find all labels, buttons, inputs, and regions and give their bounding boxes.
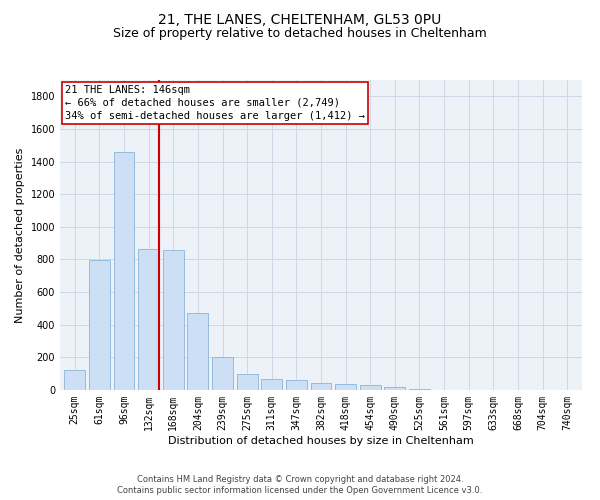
Bar: [261, 380, 282, 390]
Text: 21, THE LANES, CHELTENHAM, GL53 0PU: 21, THE LANES, CHELTENHAM, GL53 0PU: [158, 12, 442, 26]
Text: Contains HM Land Registry data © Crown copyright and database right 2024.: Contains HM Land Registry data © Crown c…: [137, 475, 463, 484]
Text: Size of property relative to detached houses in Cheltenham: Size of property relative to detached ho…: [113, 28, 487, 40]
Bar: [335, 384, 356, 390]
Bar: [64, 370, 85, 390]
Y-axis label: Number of detached properties: Number of detached properties: [15, 148, 25, 322]
Text: Contains public sector information licensed under the Open Government Licence v3: Contains public sector information licen…: [118, 486, 482, 495]
Bar: [212, 358, 233, 390]
Bar: [311, 382, 331, 390]
Bar: [113, 152, 134, 390]
Text: 21 THE LANES: 146sqm
← 66% of detached houses are smaller (2,749)
34% of semi-de: 21 THE LANES: 146sqm ← 66% of detached h…: [65, 84, 365, 121]
Bar: [163, 250, 184, 390]
Bar: [89, 260, 110, 390]
Bar: [187, 314, 208, 390]
Bar: [409, 389, 430, 390]
Bar: [286, 380, 307, 390]
X-axis label: Distribution of detached houses by size in Cheltenham: Distribution of detached houses by size …: [168, 436, 474, 446]
Bar: [236, 374, 257, 390]
Bar: [385, 386, 406, 390]
Bar: [360, 385, 381, 390]
Bar: [138, 249, 159, 390]
